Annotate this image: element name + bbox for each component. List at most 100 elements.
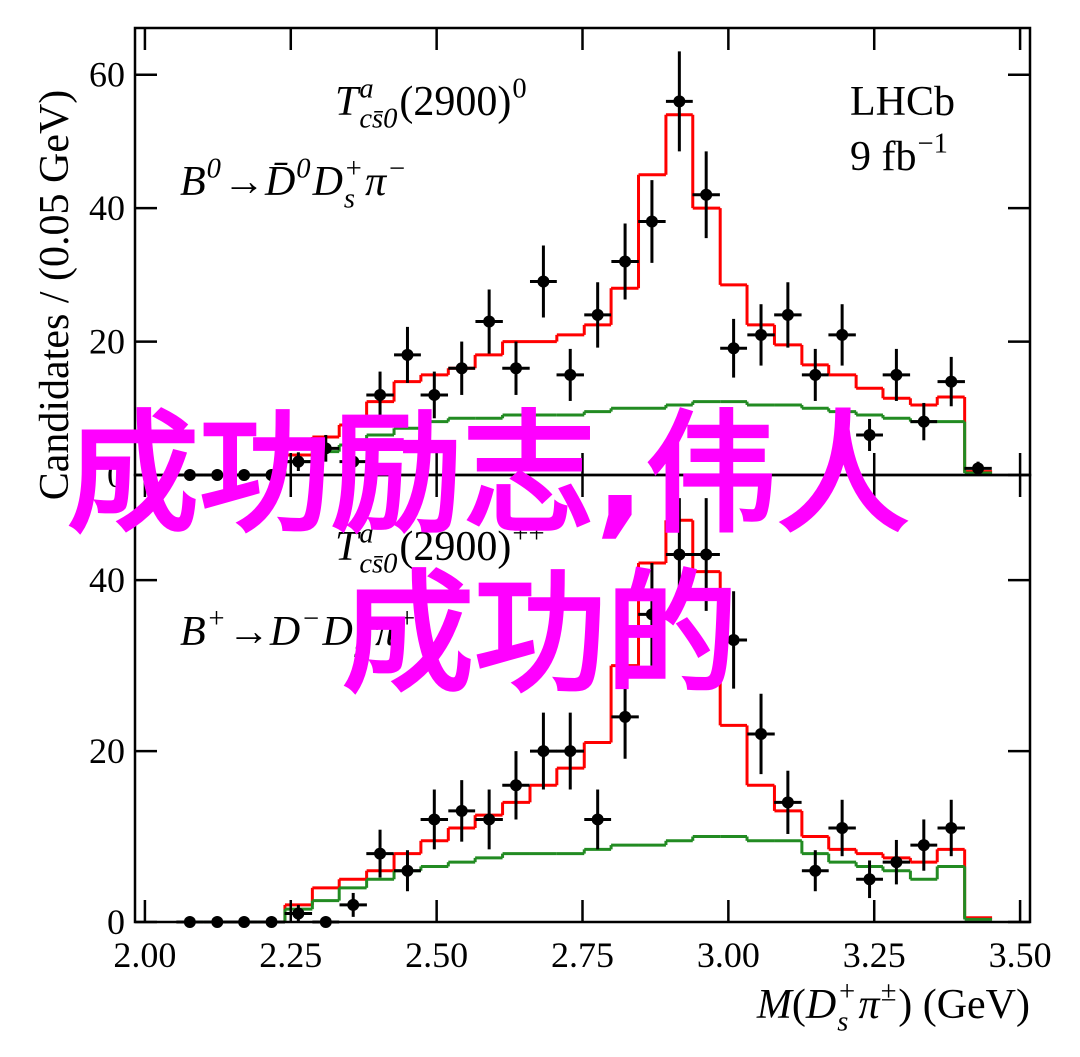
data-point xyxy=(591,308,604,321)
data-point xyxy=(537,745,550,758)
data-point xyxy=(836,821,849,834)
annotation-sup: + xyxy=(354,603,373,634)
data-point xyxy=(401,864,414,877)
x-axis-label-part: M xyxy=(756,982,794,1028)
data-point xyxy=(890,856,903,869)
annotation: B 0 → D̄ 0 D +s π − xyxy=(180,153,406,214)
annotation-sup: ++ xyxy=(512,518,544,549)
x-tick-label: 3.25 xyxy=(843,935,906,975)
data-point xyxy=(347,898,360,911)
annotation-sup: 0 xyxy=(512,73,526,104)
data-point xyxy=(972,462,985,475)
data-point xyxy=(564,368,577,381)
annotation: 9 fb −1 xyxy=(850,128,948,180)
data-point xyxy=(509,779,522,792)
data-point xyxy=(836,328,849,341)
y-tick-label: 20 xyxy=(89,731,125,771)
data-point xyxy=(619,255,632,268)
annotation-sub: s xyxy=(354,634,365,665)
annotation-sub: s xyxy=(344,184,355,215)
x-tick-label: 3.50 xyxy=(989,935,1052,975)
y-tick-label: 40 xyxy=(89,560,125,600)
x-axis-label-sup: + xyxy=(837,976,856,1007)
data-point xyxy=(727,633,740,646)
y-axis-label: Candidates / (0.05 GeV) xyxy=(32,90,78,501)
y-tick-label: 0 xyxy=(107,902,125,942)
data-point xyxy=(863,873,876,886)
annotation-part: T xyxy=(335,524,361,570)
x-axis-label-part: D xyxy=(805,982,836,1028)
data-point xyxy=(863,428,876,441)
annotation-part: → xyxy=(223,159,265,205)
data-point xyxy=(700,548,713,561)
data-point xyxy=(809,368,822,381)
data-point xyxy=(292,455,305,468)
data-point xyxy=(945,821,958,834)
data-point xyxy=(455,362,468,375)
x-axis-label-part: ( xyxy=(792,982,806,1028)
annotation-part: (2900) xyxy=(399,524,511,570)
data-point xyxy=(428,388,441,401)
annotation-part: D xyxy=(269,609,300,655)
data-point xyxy=(455,804,468,817)
annotation-sup: − xyxy=(387,153,406,184)
data-point xyxy=(564,745,577,758)
data-point xyxy=(755,727,768,740)
x-tick-label: 2.50 xyxy=(405,935,468,975)
data-point xyxy=(292,907,305,920)
data-point xyxy=(319,442,332,455)
annotation-sup: + xyxy=(344,153,363,184)
data-point xyxy=(619,710,632,723)
x-axis-label: M(D +s π ±) (GeV) xyxy=(756,976,1030,1037)
overlay-text: 成功励志,伟人 xyxy=(67,398,909,552)
x-axis-label-sub: s xyxy=(837,1007,848,1038)
data-point xyxy=(755,328,768,341)
data-point xyxy=(945,375,958,388)
annotation-sub: cs̄0 xyxy=(359,104,397,135)
annotation-part: B xyxy=(180,609,206,655)
data-point xyxy=(673,95,686,108)
annotation-sup: a xyxy=(359,518,373,549)
data-point xyxy=(537,275,550,288)
data-point xyxy=(374,388,387,401)
data-point xyxy=(645,215,658,228)
annotation-sup: 0 xyxy=(296,153,310,184)
annotation-sup: −1 xyxy=(918,128,948,159)
data-point xyxy=(917,839,930,852)
x-tick-label: 2.25 xyxy=(259,935,322,975)
data-point xyxy=(781,308,794,321)
data-point xyxy=(374,847,387,860)
data-point xyxy=(509,362,522,375)
data-point xyxy=(428,813,441,826)
annotation-sup: − xyxy=(301,603,320,634)
overlay-text: 成功的 xyxy=(342,558,738,712)
annotation-part: B xyxy=(180,159,206,205)
annotation-part: (2900) xyxy=(399,79,511,125)
data-point xyxy=(727,342,740,355)
data-point xyxy=(890,368,903,381)
y-tick-label: 40 xyxy=(89,188,125,228)
x-tick-label: 2.00 xyxy=(113,935,176,975)
data-point xyxy=(347,455,360,468)
y-tick-label: 20 xyxy=(89,322,125,362)
annotation-sup: a xyxy=(359,73,373,104)
annotation-part: 9 fb xyxy=(850,134,917,180)
annotation: LHCb xyxy=(850,79,955,125)
y-tick-label: 60 xyxy=(89,55,125,95)
annotation: B + → D − D +s π + xyxy=(180,603,416,664)
x-tick-label: 2.75 xyxy=(551,935,614,975)
annotation-sup: + xyxy=(207,603,226,634)
x-axis-label-part: ) (GeV) xyxy=(898,982,1030,1028)
annotation-part: LHCb xyxy=(850,79,955,125)
annotation-part: π xyxy=(365,159,387,205)
data-point xyxy=(809,864,822,877)
annotation-part: D xyxy=(312,159,343,205)
annotation-part: T xyxy=(335,79,361,125)
x-axis-label-part: π xyxy=(859,982,881,1028)
data-point xyxy=(645,608,658,621)
x-axis-label-sup: ± xyxy=(881,976,897,1007)
annotation-part: π xyxy=(375,609,397,655)
